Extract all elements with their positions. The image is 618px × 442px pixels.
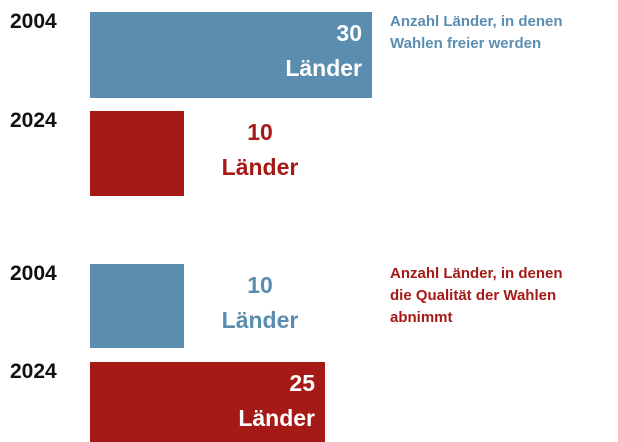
- value-label: 10 Länder: [222, 272, 299, 333]
- value-label: 25 Länder: [238, 370, 315, 431]
- value-label: 30 Länder: [285, 20, 362, 81]
- bar: [90, 111, 184, 196]
- year-label: 2024: [10, 109, 57, 132]
- value-label: 10 Länder: [222, 119, 299, 180]
- annotation: Anzahl Länder, in denen Wahlen freier wer…: [390, 13, 563, 52]
- year-label: 2004: [10, 10, 57, 33]
- annotation: Anzahl Länder, in denen die Qualität der …: [390, 265, 563, 326]
- year-label: 2004: [10, 262, 57, 285]
- bar: [90, 362, 325, 442]
- bar: [90, 12, 372, 98]
- bar: [90, 264, 184, 348]
- year-label: 2024: [10, 360, 57, 383]
